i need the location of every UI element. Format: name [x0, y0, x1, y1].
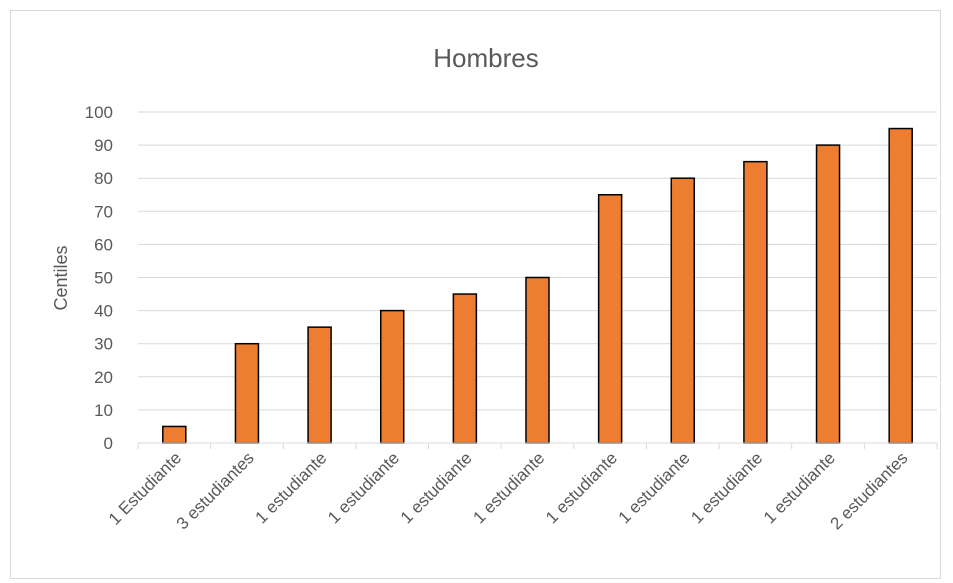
bar: [525, 276, 550, 444]
y-tick-label: 80: [94, 169, 113, 188]
bars: [162, 127, 913, 444]
y-tick-labels: 0 10 20 30 40 50 60 70 80 90 100: [85, 103, 113, 453]
x-tick-label: 1 estudiante: [397, 448, 476, 527]
bar: [234, 342, 260, 444]
x-tick-label: 1 Estudiante: [105, 448, 185, 528]
bar: [743, 160, 768, 444]
bar: [162, 425, 187, 444]
bar: [815, 144, 841, 444]
bar: [379, 309, 405, 444]
bar: [597, 194, 623, 444]
x-tick-label: 1 estudiante: [615, 448, 694, 527]
y-tick-label: 70: [94, 202, 113, 221]
x-tick-label: 1 estudiante: [251, 448, 330, 527]
y-tick-label: 50: [94, 269, 113, 288]
y-tick-label: 10: [94, 401, 113, 420]
x-tick-label: 1 estudiante: [760, 448, 839, 527]
y-axis-title: Centiles: [51, 245, 71, 310]
bar: [307, 326, 332, 444]
y-tick-label: 100: [85, 103, 113, 122]
x-tick-label: 1 estudiante: [324, 448, 403, 527]
y-tick-label: 40: [94, 302, 113, 321]
x-tick-label: 2 estudiantes: [827, 448, 912, 533]
y-tick-label: 90: [94, 136, 113, 155]
y-tick-label: 20: [94, 368, 113, 387]
x-tick-label: 1 estudiante: [687, 448, 766, 527]
y-tick-label: 0: [104, 434, 113, 453]
x-tick-label: 1 estudiante: [542, 448, 621, 527]
x-tick-label: 3 estudiantes: [173, 448, 258, 533]
y-tick-label: 30: [94, 335, 113, 354]
bar: [452, 293, 478, 444]
x-tick-label: 1 estudiante: [469, 448, 548, 527]
bar: [888, 127, 913, 444]
bar: [670, 177, 696, 444]
gridlines: [138, 111, 937, 411]
chart-title: Hombres: [433, 43, 538, 73]
y-tick-label: 60: [94, 235, 113, 254]
